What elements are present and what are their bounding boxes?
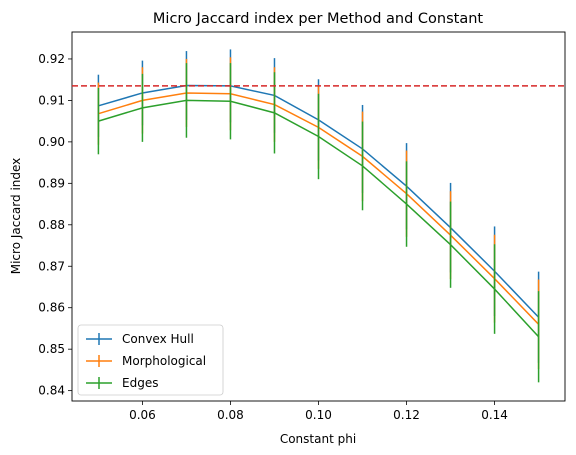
x-tick-label: 0.06: [129, 408, 156, 422]
y-tick-label: 0.86: [38, 301, 65, 315]
x-tick-label: 0.14: [481, 408, 508, 422]
chart-title: Micro Jaccard index per Method and Const…: [153, 11, 484, 27]
y-tick-label: 0.92: [38, 52, 65, 66]
y-tick-label: 0.85: [38, 342, 65, 356]
x-axis-label: Constant phi: [280, 432, 356, 446]
legend-label: Convex Hull: [122, 332, 194, 346]
legend-entry: Edges: [86, 376, 158, 390]
series-layer: [97, 49, 540, 383]
y-tick-label: 0.88: [38, 218, 65, 232]
y-tick-label: 0.84: [38, 384, 65, 398]
series-edges: [97, 63, 540, 383]
legend-entry: Morphological: [86, 354, 206, 368]
legend-label: Morphological: [122, 354, 206, 368]
x-tick-label: 0.12: [393, 408, 420, 422]
x-axis: 0.06 0.08 0.10 0.12 0.14: [129, 401, 508, 422]
y-tick-label: 0.87: [38, 259, 65, 273]
y-tick-label: 0.89: [38, 176, 65, 190]
series-line: [98, 99, 540, 338]
y-tick-label: 0.91: [38, 93, 65, 107]
y-tick-label: 0.90: [38, 135, 65, 149]
y-axis-label: Micro Jaccard index: [9, 158, 23, 275]
legend: Convex Hull Morphological Edges: [77, 324, 224, 396]
y-axis: 0.84 0.85 0.86 0.87 0.88 0.89 0.90 0.91 0.92: [38, 52, 72, 398]
x-tick-label: 0.08: [217, 408, 244, 422]
legend-entry: Convex Hull: [86, 332, 194, 346]
x-tick-label: 0.10: [305, 408, 332, 422]
legend-label: Edges: [122, 376, 158, 390]
legend-box: [77, 324, 224, 396]
